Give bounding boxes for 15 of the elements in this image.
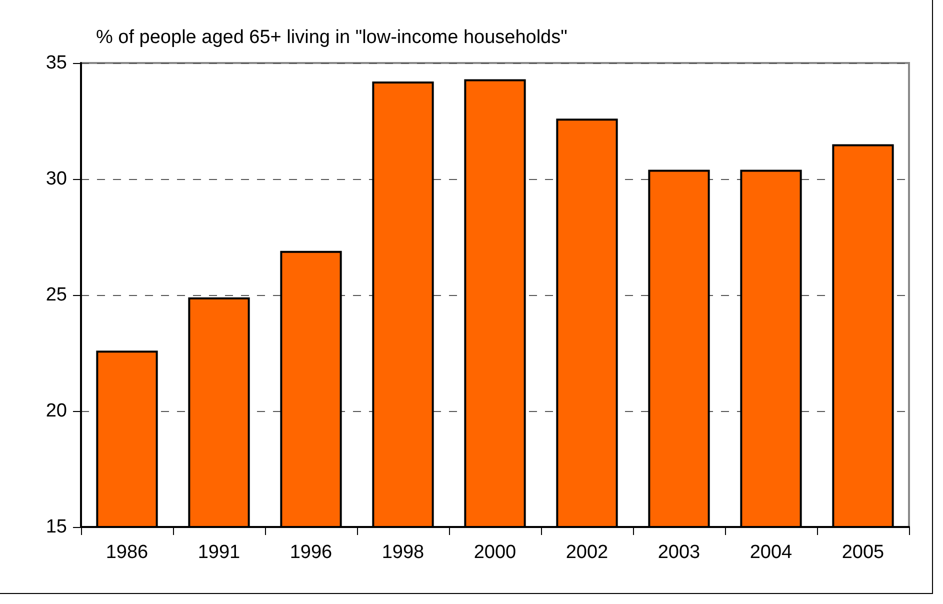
chart-title: % of people aged 65+ living in "low-income households" [96,27,568,48]
x-tick-label: 1991 [198,542,240,563]
x-tick-label: 2003 [658,542,700,563]
x-tick-label: 1986 [106,542,148,563]
y-tick-label: 30 [46,168,67,190]
x-tick-label: 1998 [382,542,424,563]
y-tick-label: 20 [46,400,67,422]
x-tick-label: 2002 [566,542,608,563]
x-tick-label: 2000 [474,542,516,563]
x-tick-label: 1996 [290,542,332,563]
y-tick-label: 25 [46,284,67,306]
y-tick-label: 35 [46,52,67,74]
x-tick-label: 2005 [842,542,884,563]
x-tick-label: 2004 [750,542,793,563]
y-tick-label: 15 [46,516,67,538]
